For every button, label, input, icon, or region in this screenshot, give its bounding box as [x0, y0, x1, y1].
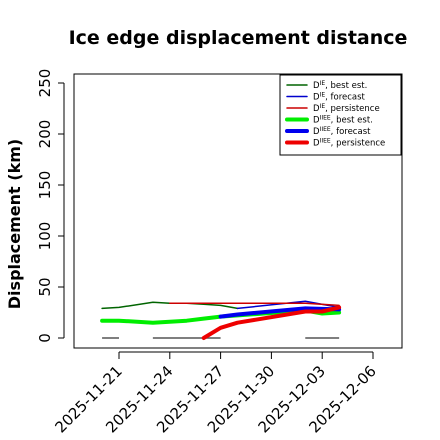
- legend-label-1: DIE, forecast: [313, 92, 366, 103]
- legend-label-3: DIIEE, best est.: [313, 115, 373, 126]
- series-layer: [100, 300, 342, 340]
- chart-title: Ice edge displacement distance: [69, 27, 408, 49]
- legend-label-5: DIIEE, persistence: [313, 138, 385, 149]
- y-tick-label-200: 200: [36, 120, 54, 149]
- y-axis: 0 50 100 150 200 250: [36, 69, 65, 343]
- series-line-2: [169, 302, 340, 307]
- legend-label-2: DIE, persistence: [313, 103, 380, 114]
- series-line-5: [201, 305, 342, 340]
- y-tick-label-100: 100: [36, 222, 54, 251]
- legend-label-0: DIE, best est.: [313, 80, 367, 91]
- y-tick-label-0: 0: [36, 333, 54, 343]
- plot-area: [73, 73, 403, 349]
- legend-label-4: DIIEE, forecast: [313, 126, 371, 137]
- series-line-4: [218, 306, 342, 319]
- y-axis-label: Displacement (km): [5, 139, 24, 309]
- y-tick-label-250: 250: [36, 69, 54, 98]
- y-tick-label-150: 150: [36, 171, 54, 200]
- y-tick-label-50: 50: [36, 277, 54, 296]
